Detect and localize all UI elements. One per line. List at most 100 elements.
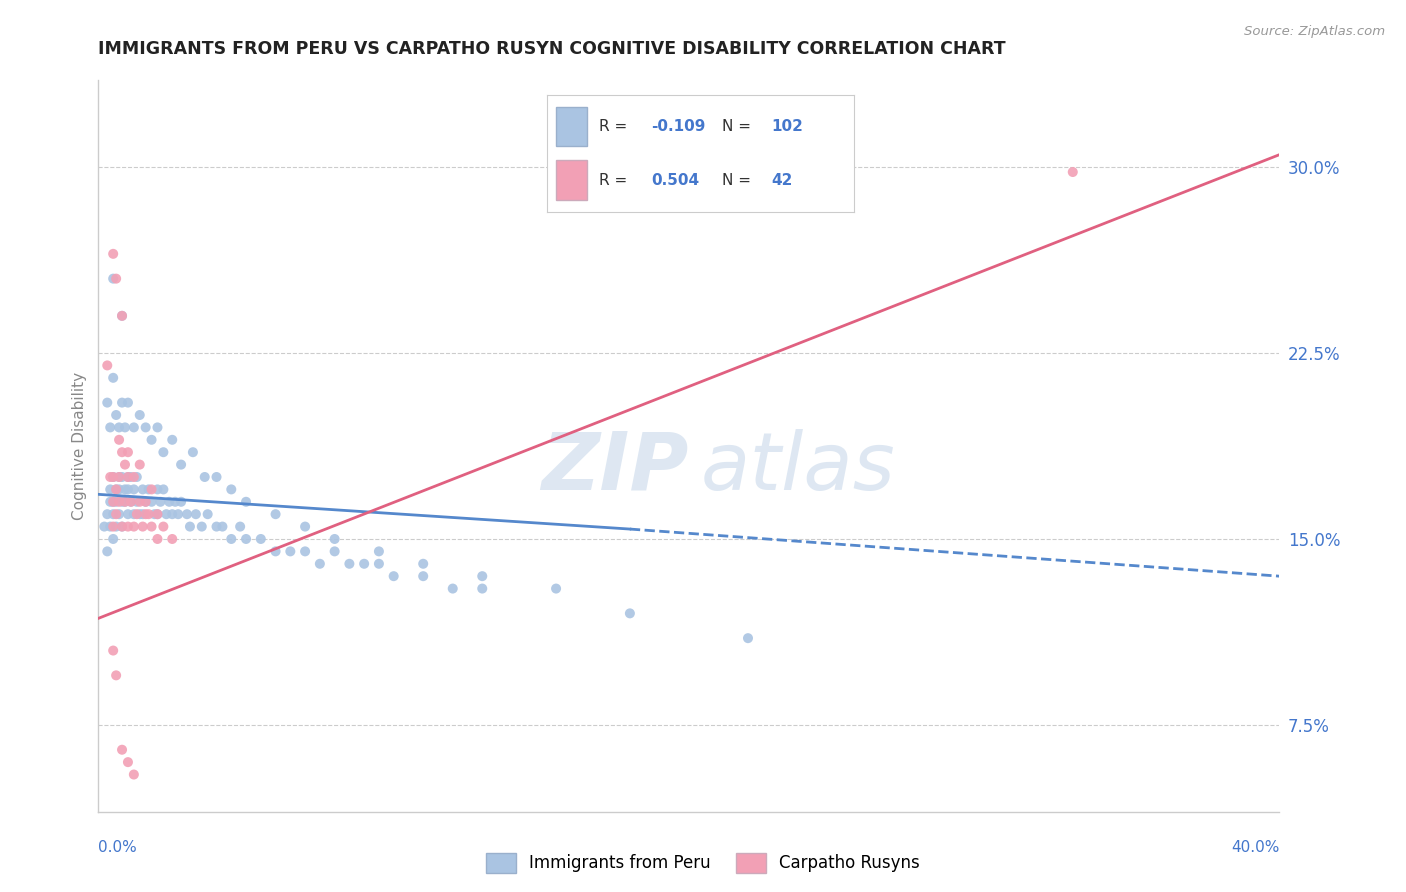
Point xyxy=(181,445,204,459)
Point xyxy=(98,519,121,533)
Point xyxy=(103,470,125,484)
Point xyxy=(146,507,169,521)
Point xyxy=(141,519,163,533)
Point xyxy=(122,767,145,781)
Point xyxy=(138,483,160,497)
Point xyxy=(382,569,405,583)
Point xyxy=(170,458,193,472)
Point xyxy=(98,483,121,497)
Point xyxy=(141,433,163,447)
Text: Source: ZipAtlas.com: Source: ZipAtlas.com xyxy=(1244,25,1385,38)
Point xyxy=(294,519,316,533)
Point xyxy=(323,544,346,558)
Point xyxy=(120,470,142,484)
Point xyxy=(132,507,155,521)
Point xyxy=(98,420,121,434)
Text: -0.109: -0.109 xyxy=(651,119,706,134)
Point xyxy=(103,519,125,533)
FancyBboxPatch shape xyxy=(557,161,588,200)
Text: N =: N = xyxy=(723,173,756,188)
Point xyxy=(111,519,134,533)
Text: R =: R = xyxy=(599,173,633,188)
Point xyxy=(117,519,139,533)
Point xyxy=(412,557,434,571)
Point xyxy=(128,495,150,509)
Point xyxy=(108,507,131,521)
Point xyxy=(135,507,157,521)
Point xyxy=(339,557,361,571)
Point xyxy=(98,470,121,484)
Text: 102: 102 xyxy=(772,119,803,134)
Point xyxy=(111,495,134,509)
Point xyxy=(122,420,145,434)
Point xyxy=(235,532,257,546)
Point xyxy=(111,309,134,323)
Point xyxy=(117,470,139,484)
Point xyxy=(105,495,128,509)
Point xyxy=(117,445,139,459)
Point xyxy=(108,470,131,484)
Point xyxy=(96,359,118,373)
Point xyxy=(368,557,391,571)
Point xyxy=(117,470,139,484)
Text: ZIP: ZIP xyxy=(541,429,689,507)
Point xyxy=(471,582,494,596)
Y-axis label: Cognitive Disability: Cognitive Disability xyxy=(72,372,87,520)
Point xyxy=(235,495,257,509)
Point xyxy=(96,507,118,521)
FancyBboxPatch shape xyxy=(557,107,588,146)
Point xyxy=(120,495,142,509)
Point xyxy=(114,495,136,509)
Point xyxy=(205,519,228,533)
Point xyxy=(103,371,125,385)
Point xyxy=(141,495,163,509)
Point xyxy=(619,607,641,621)
Point xyxy=(132,483,155,497)
Point xyxy=(103,495,125,509)
Point xyxy=(146,532,169,546)
Point xyxy=(103,532,125,546)
Text: 40.0%: 40.0% xyxy=(1232,840,1279,855)
Point xyxy=(135,495,157,509)
Point xyxy=(93,519,115,533)
Point xyxy=(108,470,131,484)
Point xyxy=(105,668,128,682)
Point xyxy=(108,495,131,509)
Point xyxy=(138,507,160,521)
Point xyxy=(294,544,316,558)
Point xyxy=(165,495,187,509)
Point xyxy=(353,557,375,571)
Point xyxy=(105,507,128,521)
Point xyxy=(1062,165,1084,179)
Point xyxy=(108,433,131,447)
Point xyxy=(96,544,118,558)
Point xyxy=(197,507,219,521)
Text: N =: N = xyxy=(723,119,756,134)
Point xyxy=(111,519,134,533)
Text: 0.0%: 0.0% xyxy=(98,840,138,855)
Point xyxy=(162,532,183,546)
Point xyxy=(309,557,332,571)
Point xyxy=(250,532,273,546)
Point xyxy=(221,532,243,546)
Point xyxy=(103,495,125,509)
Text: R =: R = xyxy=(599,119,633,134)
Point xyxy=(105,519,128,533)
Point xyxy=(125,507,148,521)
Point xyxy=(111,445,134,459)
Point xyxy=(146,483,169,497)
Point xyxy=(103,247,125,261)
Legend: Immigrants from Peru, Carpatho Rusyns: Immigrants from Peru, Carpatho Rusyns xyxy=(479,847,927,880)
Point xyxy=(280,544,302,558)
Point xyxy=(146,507,169,521)
Point xyxy=(125,495,148,509)
Point xyxy=(122,483,145,497)
Point xyxy=(117,755,139,769)
Point xyxy=(114,420,136,434)
Point xyxy=(96,395,118,409)
Point xyxy=(194,470,217,484)
Point xyxy=(128,507,150,521)
Point xyxy=(167,507,190,521)
Point xyxy=(152,445,174,459)
Point xyxy=(211,519,233,533)
